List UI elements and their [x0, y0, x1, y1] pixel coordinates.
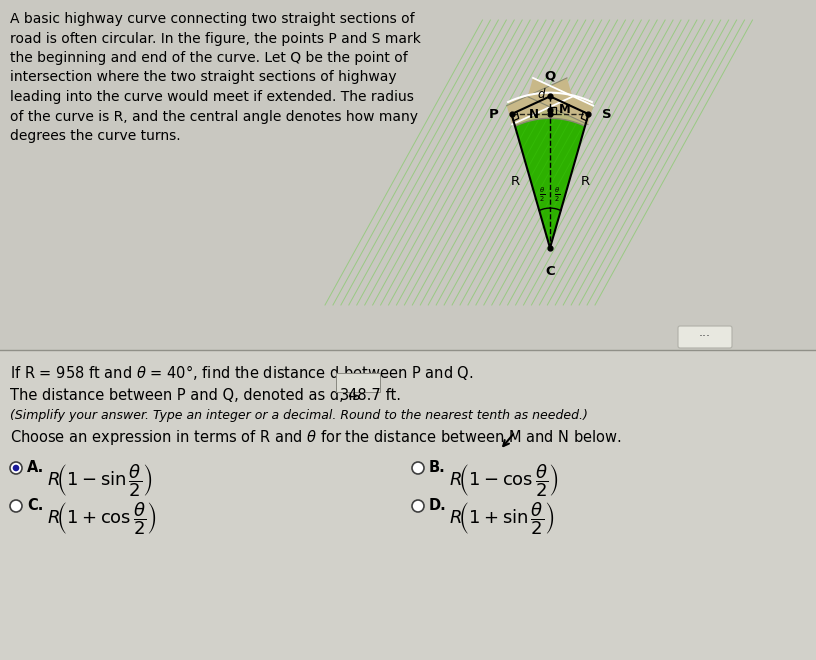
Text: A basic highway curve connecting two straight sections of: A basic highway curve connecting two str… [10, 12, 415, 26]
Polygon shape [507, 78, 572, 125]
Circle shape [412, 500, 424, 512]
Text: B.: B. [429, 460, 446, 475]
Polygon shape [512, 106, 588, 248]
Text: If R = 958 ft and $\mathit{\theta}$ = 40°, find the distance d between P and Q.: If R = 958 ft and $\mathit{\theta}$ = 40… [10, 363, 473, 382]
Text: C.: C. [27, 498, 43, 513]
Text: road is often circular. In the figure, the points P and S mark: road is often circular. In the figure, t… [10, 32, 421, 46]
Text: M: M [559, 104, 570, 116]
Text: d: d [538, 88, 545, 101]
Text: 348.7: 348.7 [340, 388, 382, 403]
FancyBboxPatch shape [678, 326, 732, 348]
Circle shape [10, 500, 22, 512]
Text: ft.: ft. [381, 388, 401, 403]
Circle shape [412, 462, 424, 474]
Text: $R\!\left(1 + \cos\dfrac{\theta}{2}\right)$: $R\!\left(1 + \cos\dfrac{\theta}{2}\righ… [47, 500, 157, 537]
Text: S: S [602, 108, 612, 121]
Text: A.: A. [27, 460, 44, 475]
Text: $R\!\left(1 - \sin\dfrac{\theta}{2}\right)$: $R\!\left(1 - \sin\dfrac{\theta}{2}\righ… [47, 462, 153, 499]
Text: The distance between P and Q, denoted as d, is: The distance between P and Q, denoted as… [10, 388, 360, 403]
Text: $R\!\left(1 + \sin\dfrac{\theta}{2}\right)$: $R\!\left(1 + \sin\dfrac{\theta}{2}\righ… [449, 500, 555, 537]
Text: intersection where the two straight sections of highway: intersection where the two straight sect… [10, 71, 397, 84]
Text: Q: Q [544, 69, 556, 82]
Text: Choose an expression in terms of R and $\mathit{\theta}$ for the distance betwee: Choose an expression in terms of R and $… [10, 428, 622, 447]
Circle shape [13, 465, 20, 471]
Text: ···: ··· [699, 331, 711, 343]
Text: P: P [488, 108, 498, 121]
FancyBboxPatch shape [336, 373, 380, 392]
Text: N: N [529, 108, 539, 121]
Text: R: R [510, 174, 520, 187]
Text: of the curve is R, and the central angle denotes how many: of the curve is R, and the central angle… [10, 110, 418, 123]
Text: C: C [545, 265, 555, 278]
Text: R: R [580, 174, 590, 187]
Circle shape [10, 462, 22, 474]
Polygon shape [508, 92, 592, 126]
Text: D.: D. [429, 498, 446, 513]
Text: the beginning and end of the curve. Let Q be the point of: the beginning and end of the curve. Let … [10, 51, 408, 65]
Text: leading into the curve would meet if extended. The radius: leading into the curve would meet if ext… [10, 90, 414, 104]
Text: $\frac{\theta}{2}$: $\frac{\theta}{2}$ [554, 185, 561, 204]
Bar [0, 0, 816, 350]
Text: (Simplify your answer. Type an integer or a decimal. Round to the nearest tenth : (Simplify your answer. Type an integer o… [10, 409, 588, 422]
Polygon shape [528, 78, 593, 125]
Text: degrees the curve turns.: degrees the curve turns. [10, 129, 180, 143]
Text: $\frac{\theta}{2}$: $\frac{\theta}{2}$ [539, 185, 546, 204]
Text: $R\!\left(1 - \cos\dfrac{\theta}{2}\right)$: $R\!\left(1 - \cos\dfrac{\theta}{2}\righ… [449, 462, 559, 499]
Bar [0, 350, 816, 660]
